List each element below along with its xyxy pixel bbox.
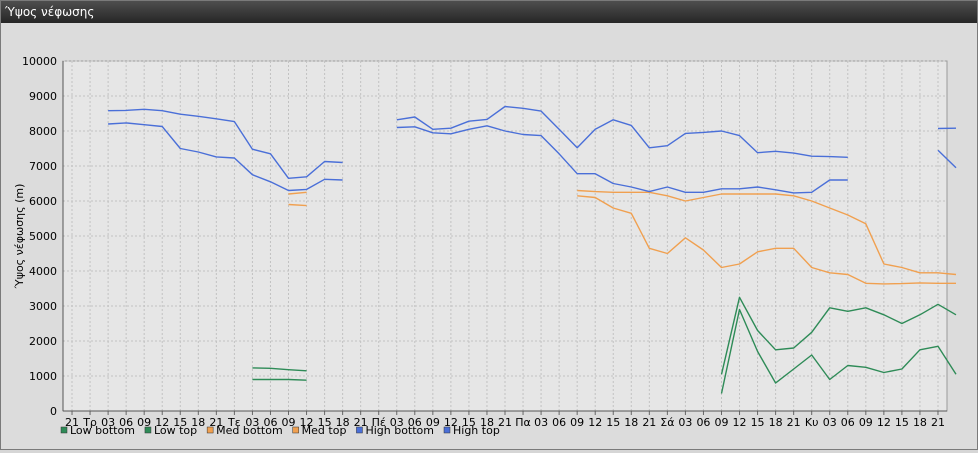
y-tick-label: 3000 <box>29 300 57 313</box>
series-line-low-bottom <box>252 380 306 381</box>
x-tick-label: 06 <box>841 416 855 429</box>
legend-swatch <box>207 427 213 433</box>
y-tick-label: 4000 <box>29 265 57 278</box>
x-tick-label: Πα <box>515 416 531 429</box>
y-tick-label: 10000 <box>22 55 57 68</box>
x-tick-label: 15 <box>606 416 620 429</box>
y-tick-label: 2000 <box>29 335 57 348</box>
y-tick-label: 5000 <box>29 230 57 243</box>
y-tick-label: 1000 <box>29 370 57 383</box>
x-tick-label: 12 <box>588 416 602 429</box>
y-tick-label: 6000 <box>29 195 57 208</box>
legend-label: High bottom <box>365 424 434 437</box>
x-tick-label: 06 <box>696 416 710 429</box>
legend-label: Low bottom <box>70 424 135 437</box>
x-tick-label: 18 <box>769 416 783 429</box>
legend-swatch <box>444 427 450 433</box>
legend-label: High top <box>453 424 500 437</box>
x-tick-label: Κυ <box>805 416 819 429</box>
legend-swatch <box>356 427 362 433</box>
x-tick-label: 21 <box>787 416 801 429</box>
legend-swatch <box>145 427 151 433</box>
x-tick-label: 12 <box>877 416 891 429</box>
y-tick-label: 0 <box>50 405 57 418</box>
x-tick-label: 21 <box>498 416 512 429</box>
cloud-height-chart: 0 1000 2000 3000 4000 5000 6000 7000 8000 9000 100… <box>1 23 977 449</box>
legend-swatch <box>293 427 299 433</box>
y-tick-label: 7000 <box>29 160 57 173</box>
x-tick-label: 18 <box>624 416 638 429</box>
legend-label: Med bottom <box>216 424 283 437</box>
legend-label: Low top <box>154 424 197 437</box>
x-tick-label: 21 <box>931 416 945 429</box>
x-tick-label: 18 <box>913 416 927 429</box>
y-tick-label: 8000 <box>29 125 57 138</box>
x-tick-label: 12 <box>733 416 747 429</box>
x-tick-label: 21 <box>642 416 656 429</box>
window-titlebar: Ύψος νέφωσης <box>1 1 977 23</box>
x-tick-label: 03 <box>678 416 692 429</box>
x-tick-label: 09 <box>570 416 584 429</box>
window-title: Ύψος νέφωσης <box>5 5 94 19</box>
x-tick-label: 15 <box>751 416 765 429</box>
x-tick-label: 03 <box>534 416 548 429</box>
x-tick-label: Σά <box>660 416 674 429</box>
y-tick-label: 9000 <box>29 90 57 103</box>
x-tick-label: 09 <box>859 416 873 429</box>
x-tick-label: 03 <box>823 416 837 429</box>
x-tick-label: 06 <box>552 416 566 429</box>
y-axis-label: Ύψος νέφωσης (m) <box>13 184 26 290</box>
x-tick-label: 09 <box>714 416 728 429</box>
x-tick-label: 15 <box>895 416 909 429</box>
legend-label: Med top <box>302 424 347 437</box>
chart-area: 0 1000 2000 3000 4000 5000 6000 7000 8000 9000 100… <box>1 23 977 453</box>
legend-swatch <box>61 427 67 433</box>
